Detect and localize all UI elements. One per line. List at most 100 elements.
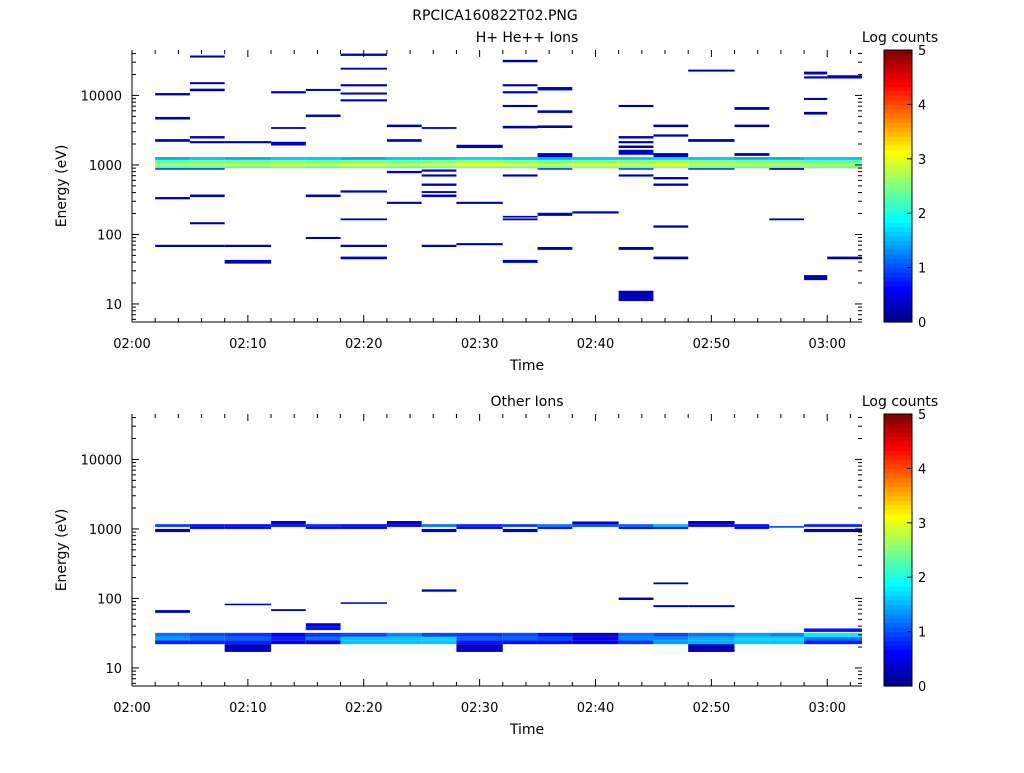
colorbar-tick-label: 4 <box>918 98 926 113</box>
heatmap-cell <box>618 174 654 177</box>
heatmap-cell <box>688 69 735 72</box>
heatmap-cell <box>688 636 735 641</box>
heatmap-cell <box>618 166 654 169</box>
figure-title: RPCICA160822T02.PNG <box>412 8 577 24</box>
colorbar-segment <box>884 595 912 601</box>
colorbar-segment <box>884 545 912 551</box>
colorbar-segment <box>884 536 912 542</box>
heatmap-cell <box>456 159 503 164</box>
heatmap-cell <box>734 163 770 167</box>
heatmap-cell <box>421 157 457 160</box>
heatmap-cell <box>653 256 689 260</box>
heatmap-cell <box>305 626 341 631</box>
colorbar-segment <box>884 554 912 560</box>
heatmap-cell <box>340 640 387 645</box>
heatmap-cell <box>386 170 422 174</box>
x-tick-label: 02:00 <box>113 337 150 352</box>
heatmap-cell <box>305 157 341 160</box>
heatmap-cell <box>769 218 805 221</box>
heatmap-cell <box>305 114 341 117</box>
heatmap-cell <box>827 75 862 79</box>
heatmap-cell <box>340 99 387 102</box>
heatmap-cell <box>421 589 457 592</box>
heatmap-cell <box>340 526 387 529</box>
x-tick-label: 02:20 <box>345 701 382 716</box>
heatmap-cell <box>502 104 538 108</box>
colorbar-segment <box>884 590 912 596</box>
colorbar-segment <box>884 104 912 110</box>
colorbar-segment <box>884 491 912 497</box>
heatmap-cell <box>456 636 503 641</box>
heatmap-cell <box>653 163 689 167</box>
heatmap-cell <box>271 609 306 611</box>
colorbar-segment <box>884 235 912 241</box>
heatmap-cell <box>734 124 770 128</box>
heatmap-cell <box>804 163 862 167</box>
heatmap-cell <box>224 644 272 652</box>
colorbar-segment <box>884 118 912 124</box>
colorbar-segment <box>884 586 912 592</box>
colorbar-segment <box>884 667 912 673</box>
heatmap-cell <box>224 157 272 160</box>
x-axis-label: Time <box>509 722 544 738</box>
heatmap-cell <box>155 168 190 170</box>
heatmap-cell <box>340 67 387 70</box>
heatmap-cell <box>271 91 306 94</box>
heatmap-cell <box>189 194 225 198</box>
heatmap-cell <box>618 597 654 600</box>
heatmap-cell <box>804 159 862 164</box>
colorbar-label: Log counts <box>862 394 938 410</box>
x-tick-label: 02:50 <box>693 337 730 352</box>
heatmap-cell <box>155 157 190 160</box>
heatmap-cell <box>224 259 272 264</box>
heatmap-cell <box>572 521 619 525</box>
colorbar-segment <box>884 263 912 269</box>
heatmap-cell <box>769 159 805 164</box>
heatmap-cell <box>421 191 457 193</box>
colorbar-segment <box>884 472 912 479</box>
heatmap-cell <box>386 201 422 204</box>
heatmap-cell <box>688 605 735 608</box>
x-tick-label: 02:40 <box>577 701 614 716</box>
heatmap-cell <box>618 163 654 167</box>
heatmap-cell <box>653 159 689 164</box>
heatmap-cell <box>618 136 654 139</box>
heatmap-cell <box>653 524 689 527</box>
heatmap-cell <box>769 636 805 641</box>
colorbar-segment <box>884 131 912 137</box>
heatmap-cell <box>305 632 341 637</box>
colorbar-segment <box>884 599 912 605</box>
heatmap-cell <box>688 159 735 164</box>
colorbar-segment <box>884 213 912 219</box>
heatmap-cell <box>688 632 735 637</box>
heatmap-cell <box>189 159 225 164</box>
colorbar-segment <box>884 513 912 519</box>
heatmap-cell <box>340 159 387 164</box>
colorbar-tick-label: 2 <box>918 571 926 586</box>
colorbar-segment <box>884 186 912 192</box>
colorbar-segment <box>884 172 912 178</box>
heatmap-cell <box>271 640 306 645</box>
colorbar-segment <box>884 504 912 510</box>
colorbar-segment <box>884 432 912 438</box>
heatmap-cell <box>734 107 770 110</box>
heatmap-cell <box>386 163 422 167</box>
heatmap-cell <box>421 183 457 186</box>
heatmap-cell <box>572 166 619 169</box>
heatmap-cell <box>155 528 190 533</box>
heatmap-cell <box>456 201 503 204</box>
colorbar-frame <box>883 49 913 323</box>
colorbar-segment <box>884 90 912 96</box>
heatmap-cell <box>734 526 770 529</box>
heatmap-cell <box>769 640 805 645</box>
heatmap-cell <box>224 163 272 167</box>
heatmap-cell <box>155 93 190 96</box>
colorbar-segment <box>884 427 912 433</box>
heatmap-cell <box>155 116 190 120</box>
heatmap-cell <box>155 163 190 167</box>
colorbar-segment <box>884 445 912 451</box>
heatmap-cell <box>688 163 735 167</box>
